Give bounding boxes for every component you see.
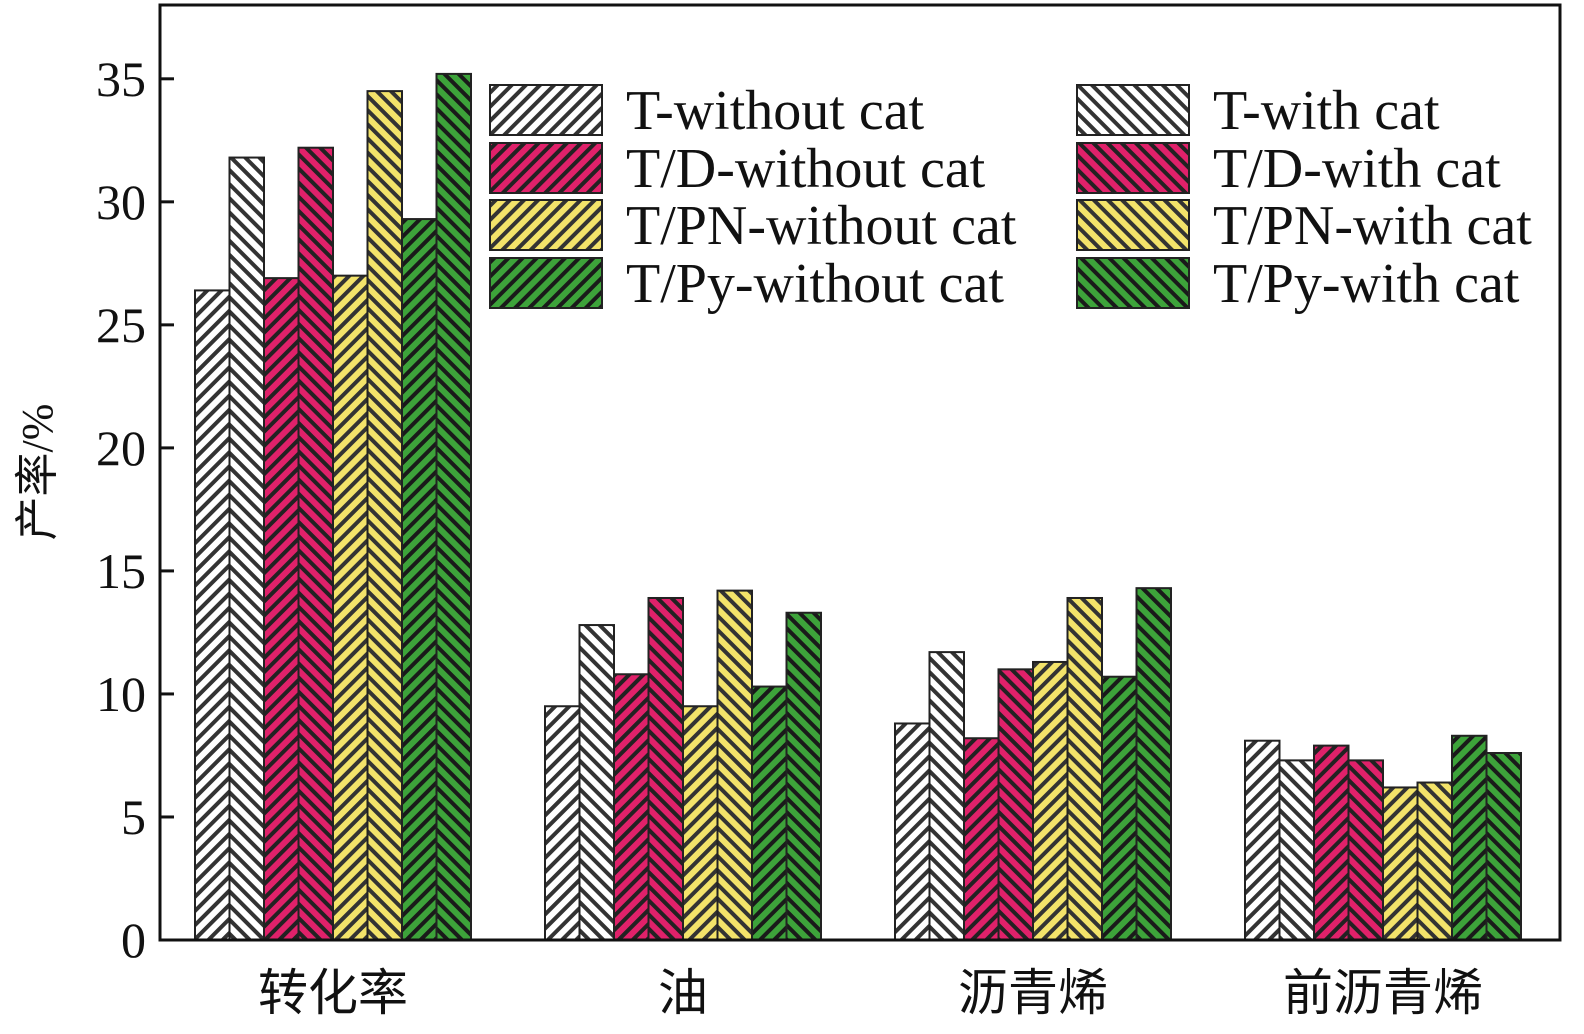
legend-label: T/D-without cat <box>626 138 986 200</box>
bar <box>1278 759 1315 942</box>
bar <box>401 218 438 941</box>
bar <box>963 737 1000 941</box>
y-tick-label: 35 <box>96 51 146 107</box>
bar <box>1313 744 1350 941</box>
y-tick-label: 10 <box>96 666 146 722</box>
bar <box>1066 596 1103 941</box>
legend-swatch <box>1076 84 1190 136</box>
legend-label: T/PN-with cat <box>1213 195 1532 257</box>
y-tick-label: 15 <box>96 543 146 599</box>
bar <box>1485 752 1522 941</box>
bar <box>894 722 931 942</box>
x-category-label: 沥青烯 <box>958 965 1108 1021</box>
bar <box>297 146 334 942</box>
bar <box>785 611 822 941</box>
x-category-label: 油 <box>658 965 708 1021</box>
bar <box>332 274 369 941</box>
bar <box>1451 734 1488 941</box>
legend-swatch <box>1076 199 1190 251</box>
legend-label: T/Py-without cat <box>626 253 1004 315</box>
legend-swatch <box>1076 142 1190 194</box>
bar <box>228 156 265 942</box>
legend-label: T/D-with cat <box>1213 138 1501 200</box>
bar <box>613 673 650 942</box>
legend-label: T-with cat <box>1213 80 1440 142</box>
bar <box>578 624 615 941</box>
y-tick-label: 30 <box>96 174 146 230</box>
y-tick-label: 20 <box>96 420 146 476</box>
bars-layer <box>194 72 1522 942</box>
y-tick-label: 5 <box>121 789 146 845</box>
bar <box>1032 660 1069 941</box>
y-axis-ticks: 0 5 10 15 20 25 30 35 <box>96 51 174 968</box>
bar <box>194 289 231 941</box>
legend-label: T-without cat <box>626 80 925 142</box>
x-axis-categories: 转化率 油 沥青烯 前沥青烯 <box>258 965 1483 1021</box>
bar <box>997 668 1034 941</box>
bar <box>366 90 403 942</box>
bar <box>1101 675 1138 941</box>
bar <box>716 589 753 942</box>
plot-frame <box>158 3 1562 942</box>
legend-label: T/PN-without cat <box>626 195 1017 257</box>
legend-swatch <box>489 142 603 194</box>
bar <box>928 651 965 941</box>
bar <box>544 705 581 941</box>
legend-swatch <box>489 257 603 309</box>
x-category-label: 转化率 <box>258 965 408 1021</box>
legend-swatch <box>489 84 603 136</box>
x-category-label: 前沥青烯 <box>1283 965 1483 1021</box>
y-tick-label: 25 <box>96 297 146 353</box>
bar <box>751 685 788 941</box>
legend-swatch <box>489 199 603 251</box>
bar <box>682 705 719 941</box>
legend-swatch <box>1076 257 1190 309</box>
bar <box>1244 739 1281 942</box>
bar <box>1347 759 1384 942</box>
bar <box>435 72 472 942</box>
y-tick-label: 0 <box>121 912 146 968</box>
bar <box>1382 786 1419 942</box>
y-axis-title: 产率/% <box>13 404 62 541</box>
bar <box>1416 781 1453 941</box>
bar <box>263 277 300 941</box>
legend-label: T/Py-with cat <box>1213 253 1520 315</box>
bar <box>647 596 684 941</box>
bar <box>1135 587 1172 941</box>
